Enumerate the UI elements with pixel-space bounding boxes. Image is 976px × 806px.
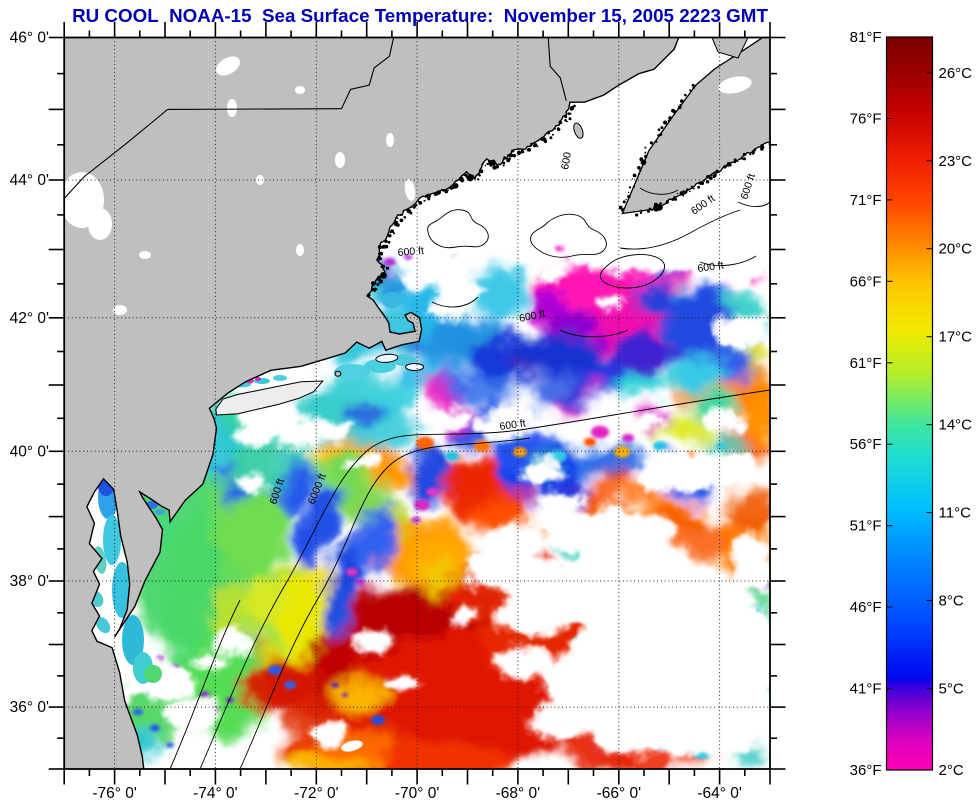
svg-text:-64° 0': -64° 0' [697, 785, 742, 801]
svg-text:2°C: 2°C [939, 762, 964, 779]
svg-text:600 ft: 600 ft [518, 308, 546, 325]
svg-text:46°F: 46°F [850, 599, 882, 616]
svg-text:36°F: 36°F [850, 762, 882, 779]
svg-text:-68° 0': -68° 0' [496, 785, 541, 801]
svg-text:-72° 0': -72° 0' [294, 785, 339, 801]
svg-text:600 ft: 600 ft [697, 259, 725, 275]
svg-text:-70° 0': -70° 0' [395, 785, 440, 801]
svg-text:600 ft: 600 ft [499, 417, 527, 433]
svg-text:8°C: 8°C [939, 593, 964, 610]
svg-text:26°C: 26°C [939, 65, 973, 82]
svg-text:23°C: 23°C [939, 153, 973, 170]
svg-text:66°F: 66°F [850, 273, 882, 290]
svg-text:11°C: 11°C [939, 505, 972, 522]
svg-text:46° 0': 46° 0' [10, 30, 49, 47]
svg-text:-74° 0': -74° 0' [193, 785, 238, 801]
svg-text:20°C: 20°C [939, 241, 973, 258]
svg-text:RU COOL NOAA-15 Sea Surface: RU COOL NOAA-15 Sea Surface Temperature:… [72, 5, 768, 26]
svg-text:-76° 0': -76° 0' [92, 785, 137, 801]
svg-text:71°F: 71°F [850, 192, 882, 209]
svg-text:44° 0': 44° 0' [10, 172, 49, 189]
svg-text:76°F: 76°F [850, 110, 882, 127]
svg-text:5°C: 5°C [939, 681, 964, 698]
svg-text:81°F: 81°F [850, 29, 882, 46]
svg-text:56°F: 56°F [850, 436, 882, 453]
svg-text:-66° 0': -66° 0' [597, 785, 642, 801]
svg-text:600 ft: 600 ft [397, 245, 424, 259]
svg-text:40° 0': 40° 0' [10, 443, 49, 460]
svg-text:36° 0': 36° 0' [10, 699, 49, 716]
svg-text:38° 0': 38° 0' [10, 573, 49, 590]
svg-text:42° 0': 42° 0' [10, 310, 49, 327]
svg-text:51°F: 51°F [850, 518, 882, 535]
svg-text:600: 600 [559, 151, 574, 170]
svg-text:41°F: 41°F [850, 681, 882, 698]
svg-text:17°C: 17°C [939, 329, 973, 346]
svg-text:14°C: 14°C [939, 417, 973, 434]
svg-text:61°F: 61°F [850, 355, 882, 372]
